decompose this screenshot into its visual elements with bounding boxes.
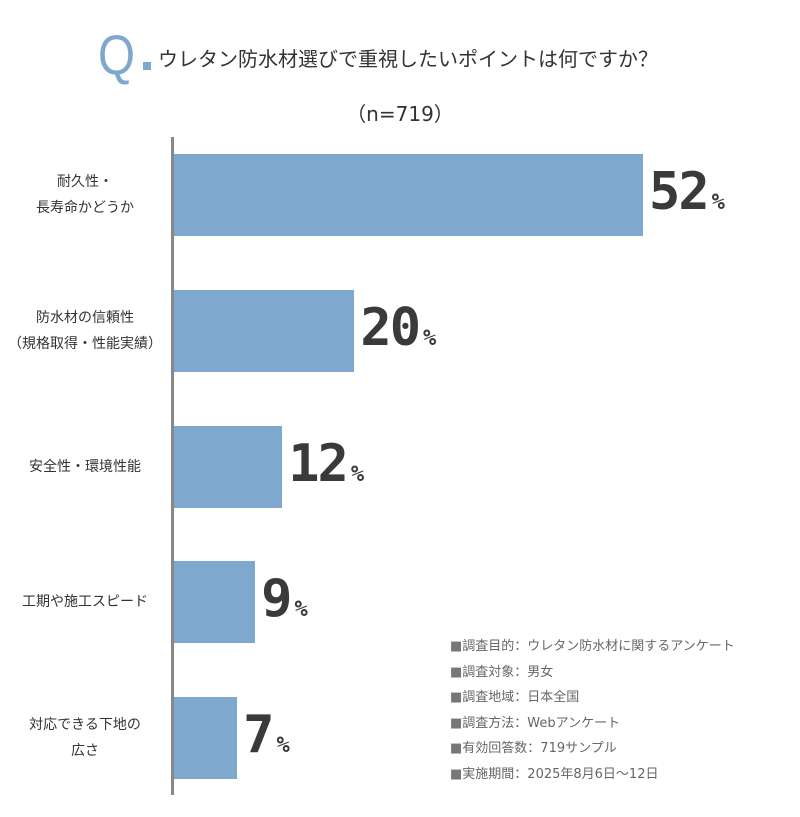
data-label-unit: %: [711, 190, 725, 215]
data-label-value: 12: [288, 434, 349, 494]
note-line: ■調査方法：Webアンケート: [450, 715, 621, 731]
q-mark: Q: [98, 23, 135, 86]
bar: [174, 290, 355, 372]
note-line: ■調査目的：ウレタン防水材に関するアンケート: [450, 639, 735, 654]
note-line: ■実施期間：2025年8月6日〜12日: [450, 766, 659, 782]
category-label: 防水材の信頼性 （規格取得・性能実績）: [8, 310, 162, 352]
data-label-unit: %: [350, 462, 365, 487]
bullet-square-icon: ■: [450, 639, 463, 654]
category-label: 安全性・環境性能: [29, 459, 141, 475]
data-label-value: 20: [360, 298, 421, 358]
note-line: ■有効回答数：719サンプル: [450, 741, 617, 756]
bullet-square-icon: ■: [450, 741, 463, 756]
survey-notes: ■調査目的：ウレタン防水材に関するアンケート ■調査対象：男女 ■調査地域：日本全国…: [450, 634, 735, 787]
q-dot: [143, 62, 151, 70]
data-label-value: 52: [649, 162, 710, 222]
category-label: 耐久性・ 長寿命かどうか: [36, 174, 134, 216]
data-label-value: 9: [261, 569, 292, 629]
sample-size: （n=719）: [346, 102, 454, 126]
y-axis-line: [171, 137, 174, 795]
bar: [174, 697, 238, 779]
data-label-value: 7: [243, 705, 274, 765]
bullet-square-icon: ■: [450, 664, 463, 680]
bar: [174, 154, 644, 236]
bullet-square-icon: ■: [450, 766, 463, 782]
bar: [174, 561, 256, 643]
category-label: 工期や施工スピード: [22, 594, 148, 610]
data-label: 20%: [360, 298, 436, 358]
data-label: 52%: [649, 162, 725, 222]
bullet-square-icon: ■: [450, 690, 463, 705]
note-line: ■調査地域：日本全国: [450, 690, 580, 705]
note-line: ■調査対象：男女: [450, 664, 554, 680]
bar: [174, 426, 283, 508]
chart-title: ウレタン防水材選びで重視したいポイントは何ですか？: [158, 47, 658, 71]
data-label-unit: %: [423, 326, 437, 351]
data-label: 7%: [243, 705, 290, 765]
data-label: 9%: [261, 569, 308, 629]
category-label: 対応できる下地の 広さ: [29, 717, 141, 759]
bullet-square-icon: ■: [450, 715, 463, 731]
data-label-unit: %: [294, 597, 308, 622]
data-label-unit: %: [276, 733, 290, 758]
data-label: 12%: [288, 434, 364, 494]
